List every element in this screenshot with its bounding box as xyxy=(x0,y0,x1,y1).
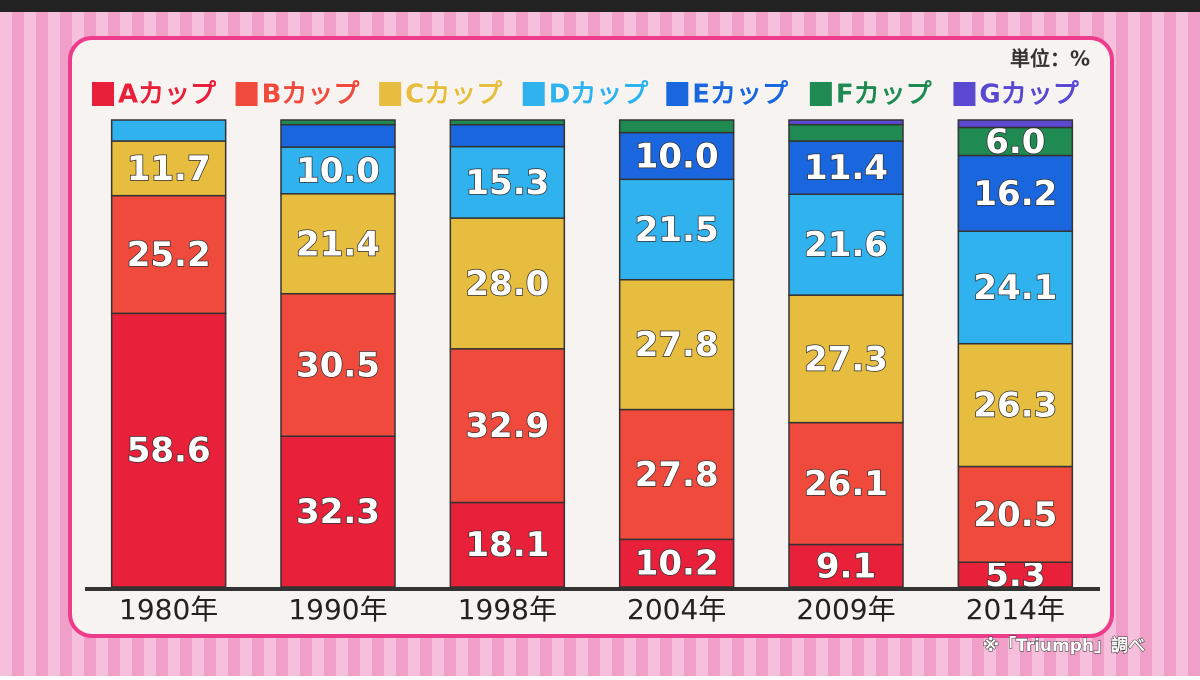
value-label: 30.5 xyxy=(296,345,380,385)
bar-segment xyxy=(280,123,396,148)
bar-segment xyxy=(280,119,396,126)
legend-swatch xyxy=(522,82,545,106)
value-label: 10.2 xyxy=(635,544,719,584)
bar-segment xyxy=(110,140,227,197)
value-label: 21.4 xyxy=(296,224,380,264)
x-tick-label: 2014年 xyxy=(966,593,1065,626)
bar-segment xyxy=(957,561,1074,588)
legend-swatch xyxy=(953,82,976,106)
value-label: 21.5 xyxy=(635,210,719,250)
bar-segment xyxy=(110,312,227,588)
value-label: 27.3 xyxy=(804,339,888,379)
legend-swatch xyxy=(92,82,114,106)
value-label: 11.4 xyxy=(804,148,888,188)
value-label: 58.6 xyxy=(127,431,211,471)
bar-segment xyxy=(957,119,1074,129)
bar-segment xyxy=(280,435,396,588)
value-label: 18.1 xyxy=(465,525,549,565)
unit-note: 単位：% xyxy=(1010,47,1090,71)
x-tick-label: 2004年 xyxy=(627,593,726,626)
bar-segment xyxy=(618,131,735,181)
value-label: 11.7 xyxy=(127,149,211,189)
legend-label: Cカップ xyxy=(405,80,503,110)
bar-segment xyxy=(449,145,566,219)
legend-label: Aカップ xyxy=(118,80,217,110)
bar-segment xyxy=(788,543,904,588)
bar-segment xyxy=(788,123,904,142)
bar-segment xyxy=(788,421,904,546)
value-label: 24.1 xyxy=(973,268,1057,308)
legend-swatch xyxy=(809,82,832,106)
bar-segment xyxy=(449,123,566,148)
bar-segment xyxy=(957,342,1074,468)
source: ※「Triumph」調べ xyxy=(982,635,1145,656)
x-tick-label: 1980年 xyxy=(119,593,218,626)
value-label: 32.3 xyxy=(296,492,380,532)
top-edge xyxy=(0,0,1200,12)
bar-segment xyxy=(280,292,396,437)
x-tick-label: 1990年 xyxy=(288,593,387,626)
value-label: 15.3 xyxy=(465,163,549,203)
bar-segment xyxy=(618,538,735,588)
value-label: 21.6 xyxy=(804,225,888,265)
bar-segment xyxy=(618,278,735,411)
bar-segment xyxy=(449,501,566,588)
bar-segment xyxy=(957,230,1074,345)
x-tick-label: 1998年 xyxy=(458,593,557,626)
value-label: 20.5 xyxy=(973,495,1057,535)
value-label: 10.0 xyxy=(296,151,380,191)
value-label: 28.0 xyxy=(465,264,549,304)
value-label: 27.8 xyxy=(635,455,719,495)
bar-segment xyxy=(280,193,396,295)
value-label: 9.1 xyxy=(816,546,876,586)
legend-label: Gカップ xyxy=(979,80,1079,110)
bar-segment xyxy=(788,294,904,424)
legend-swatch xyxy=(235,82,258,106)
bar-segment xyxy=(449,119,566,126)
legend-label: Bカップ xyxy=(262,80,361,110)
value-label: 26.1 xyxy=(804,464,888,504)
legend-label: Fカップ xyxy=(836,80,933,110)
value-label: 25.2 xyxy=(127,235,211,275)
value-label: 10.0 xyxy=(635,136,719,176)
legend-label: Eカップ xyxy=(692,80,789,110)
bar-segment xyxy=(449,348,566,504)
x-tick-label: 2009年 xyxy=(796,593,895,626)
bar-segment xyxy=(788,140,904,196)
bar-segment xyxy=(957,154,1074,232)
bar-segment xyxy=(110,119,227,142)
bar-segment xyxy=(449,217,566,350)
value-label: 26.3 xyxy=(973,386,1057,426)
bar-segment xyxy=(280,146,396,195)
bar-segment xyxy=(618,178,735,281)
bar-segment xyxy=(618,119,735,134)
value-label: 16.2 xyxy=(973,174,1057,214)
value-label: 32.9 xyxy=(465,406,549,446)
bar-segment xyxy=(957,465,1074,563)
legend-swatch xyxy=(666,82,689,106)
bar-segment xyxy=(618,408,735,541)
bar-segment xyxy=(788,193,904,296)
bar-segment xyxy=(110,194,227,315)
bar-segment xyxy=(788,119,904,126)
value-label: 27.8 xyxy=(635,325,719,365)
legend-label: Dカップ xyxy=(549,80,650,110)
legend-swatch xyxy=(379,82,402,106)
